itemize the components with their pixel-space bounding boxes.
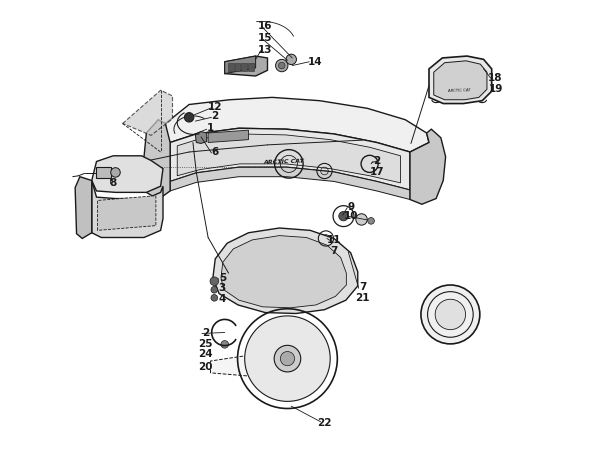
Polygon shape: [166, 97, 429, 152]
Text: 23: 23: [459, 296, 474, 307]
Text: 17: 17: [370, 167, 384, 177]
Circle shape: [368, 218, 375, 224]
Polygon shape: [196, 132, 207, 143]
Polygon shape: [92, 180, 163, 238]
Circle shape: [211, 286, 218, 293]
Circle shape: [435, 299, 466, 330]
Text: 7: 7: [359, 282, 366, 293]
Circle shape: [185, 113, 194, 122]
Text: 4: 4: [219, 294, 226, 304]
Polygon shape: [211, 354, 268, 376]
FancyBboxPatch shape: [241, 63, 247, 71]
Text: 14: 14: [308, 57, 323, 67]
Text: 2: 2: [202, 328, 210, 339]
Circle shape: [421, 285, 480, 344]
Text: 21: 21: [355, 293, 370, 303]
Polygon shape: [429, 56, 492, 104]
Polygon shape: [208, 130, 249, 142]
Text: 9: 9: [347, 201, 354, 212]
Text: 25: 25: [199, 339, 213, 349]
Polygon shape: [410, 129, 445, 204]
Circle shape: [279, 62, 285, 69]
Circle shape: [276, 59, 288, 72]
Polygon shape: [225, 56, 268, 76]
FancyBboxPatch shape: [235, 63, 240, 71]
Circle shape: [101, 210, 106, 216]
Polygon shape: [97, 196, 156, 230]
Circle shape: [244, 316, 330, 401]
Circle shape: [211, 294, 218, 301]
Circle shape: [286, 54, 296, 65]
Text: ARCTIC CAT: ARCTIC CAT: [447, 88, 470, 93]
Polygon shape: [92, 156, 163, 192]
Polygon shape: [213, 228, 358, 314]
Polygon shape: [221, 236, 346, 308]
Text: 2: 2: [211, 111, 219, 122]
Text: ARCTIC CAT: ARCTIC CAT: [263, 158, 305, 165]
Polygon shape: [144, 120, 170, 200]
Polygon shape: [170, 128, 410, 190]
FancyBboxPatch shape: [228, 63, 234, 71]
Text: 24: 24: [199, 349, 213, 360]
Polygon shape: [434, 61, 487, 100]
Text: 10: 10: [343, 211, 358, 221]
Text: 22: 22: [317, 418, 332, 428]
Polygon shape: [123, 90, 172, 135]
Text: 12: 12: [208, 102, 222, 112]
Text: 15: 15: [258, 33, 273, 43]
Circle shape: [274, 345, 301, 372]
Text: 8: 8: [109, 178, 117, 188]
Text: 2: 2: [373, 156, 381, 167]
FancyBboxPatch shape: [95, 167, 111, 178]
Circle shape: [101, 200, 106, 206]
Text: 6: 6: [211, 147, 219, 157]
Text: 19: 19: [488, 84, 503, 95]
Polygon shape: [177, 134, 400, 183]
Circle shape: [111, 168, 120, 177]
Text: 5: 5: [219, 273, 226, 283]
Text: 1: 1: [207, 123, 214, 133]
Polygon shape: [170, 167, 410, 200]
Text: 11: 11: [327, 235, 342, 245]
Text: 16: 16: [258, 21, 273, 31]
Polygon shape: [225, 56, 255, 74]
Circle shape: [338, 211, 348, 221]
FancyBboxPatch shape: [248, 63, 254, 71]
Circle shape: [210, 277, 219, 285]
Text: 13: 13: [258, 45, 273, 55]
Circle shape: [280, 352, 295, 366]
Circle shape: [356, 214, 367, 225]
FancyBboxPatch shape: [439, 73, 478, 86]
Circle shape: [221, 341, 229, 348]
Text: 18: 18: [488, 73, 503, 84]
Text: 7: 7: [331, 246, 338, 256]
Polygon shape: [75, 177, 92, 238]
Circle shape: [101, 219, 106, 225]
Text: 3: 3: [219, 283, 226, 294]
Text: 20: 20: [199, 361, 213, 372]
